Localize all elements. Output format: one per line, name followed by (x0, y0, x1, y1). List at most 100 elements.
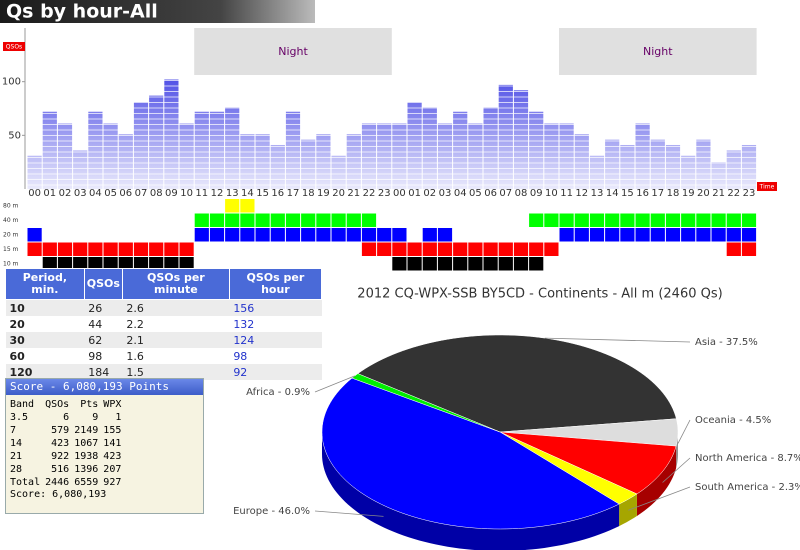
x-tick-label: 04 (89, 188, 102, 199)
x-tick-label: 10 (180, 188, 193, 199)
score-cell: 423 (103, 451, 122, 462)
rate-cell: 98 (233, 349, 248, 363)
band-cell (605, 213, 620, 227)
bar (118, 134, 133, 189)
band-cell (285, 228, 301, 242)
score-cell: 21 (10, 451, 23, 462)
band-cell (164, 242, 179, 256)
band-cell (377, 228, 392, 242)
band-cell (681, 213, 696, 227)
x-tick-label: 21 (712, 188, 725, 199)
x-tick-label: 04 (454, 188, 467, 199)
pie-label: North America - 8.7% (695, 453, 800, 464)
score-row: 7 579 2149 155 (10, 424, 126, 437)
score-cell: 1067 (74, 438, 99, 449)
rate-cell: 2.6 (122, 299, 230, 316)
band-cell (498, 242, 513, 256)
bar (620, 144, 635, 189)
bar (240, 134, 255, 189)
band-cell (194, 228, 209, 242)
score-row: 3.5 6 9 1 (10, 411, 126, 424)
band-label: 10 m (3, 261, 19, 268)
band-cell (316, 213, 331, 227)
rate-cell: 120 (5, 364, 85, 380)
pie-leader (662, 457, 691, 483)
bar (285, 111, 301, 189)
band-cell (574, 228, 589, 242)
band-cell (73, 242, 88, 256)
bar (149, 95, 164, 189)
x-tick-label: 15 (256, 188, 269, 199)
band-cell (57, 242, 73, 256)
rate-row: 60 98 1.6 98 (6, 348, 322, 364)
x-tick-label: 12 (211, 188, 224, 199)
rate-cell: 124 (229, 332, 322, 348)
score-cell: 927 (103, 477, 122, 488)
bar (164, 79, 179, 189)
rate-row: 30 62 2.1 124 (5, 332, 322, 348)
rate-cell: 184 (84, 364, 123, 380)
bar (437, 123, 453, 189)
x-tick-label: 09 (530, 188, 543, 199)
x-tick-label: 08 (515, 188, 528, 199)
band-cell (741, 213, 757, 227)
band-cell (392, 228, 407, 242)
pie-side (636, 446, 677, 516)
rate-header-row: Period, min. QSOs QSOs per minute QSOs per … (5, 268, 323, 300)
band-cell (118, 257, 133, 271)
band-cell (361, 228, 377, 242)
x-tick-label: 14 (241, 188, 254, 199)
band-cell (255, 228, 270, 242)
band-cell (255, 213, 270, 227)
band-cell (453, 242, 468, 256)
score-cell: 155 (103, 425, 122, 436)
bar (103, 123, 118, 189)
x-tick-label: 02 (423, 188, 436, 199)
pie-title: 2012 CQ-WPX-SSB BY5CD - Continents - All… (357, 287, 722, 302)
bar (361, 123, 377, 189)
bar (589, 155, 605, 189)
band-cell (468, 242, 483, 256)
bar (726, 150, 741, 189)
band-label: 15 m (3, 246, 19, 253)
x-tick-label: 11 (195, 188, 208, 199)
band-cell (513, 242, 529, 256)
band-cell (422, 257, 437, 271)
bar (209, 111, 225, 189)
score-row: 21 922 1938 423 (10, 450, 126, 463)
bar (696, 139, 711, 189)
rate-cell: 26 (84, 299, 123, 316)
band-cell (741, 242, 757, 256)
band-cell (437, 257, 453, 271)
bar (179, 123, 194, 189)
pie-leader (314, 510, 384, 517)
x-tick-label: 02 (59, 188, 72, 199)
rate-cell: 60 (9, 349, 25, 363)
score-footer: Score: 6,080,193 (10, 489, 107, 500)
band-cell (437, 242, 453, 256)
score-cell: 9 (92, 412, 99, 423)
bar (513, 90, 529, 189)
pie-leader (628, 486, 691, 511)
bar (301, 139, 316, 189)
bar (741, 144, 757, 189)
band-cell (240, 213, 255, 227)
band-cell (453, 257, 468, 271)
band-cell (179, 257, 194, 271)
band-cell (103, 242, 118, 256)
band-cell (42, 257, 57, 271)
band-cell (665, 228, 681, 242)
band-cell (407, 257, 422, 271)
band-cell (225, 199, 240, 213)
band-cell (681, 228, 696, 242)
band-cell (331, 213, 346, 227)
band-cell (529, 242, 544, 256)
score-row: 28 516 1396 207 (10, 463, 126, 476)
band-cell (422, 228, 437, 242)
x-tick-label: 05 (104, 188, 117, 199)
score-cell: 6 (63, 412, 70, 423)
bar (270, 144, 285, 189)
bar (407, 102, 422, 189)
band-cell (209, 213, 225, 227)
